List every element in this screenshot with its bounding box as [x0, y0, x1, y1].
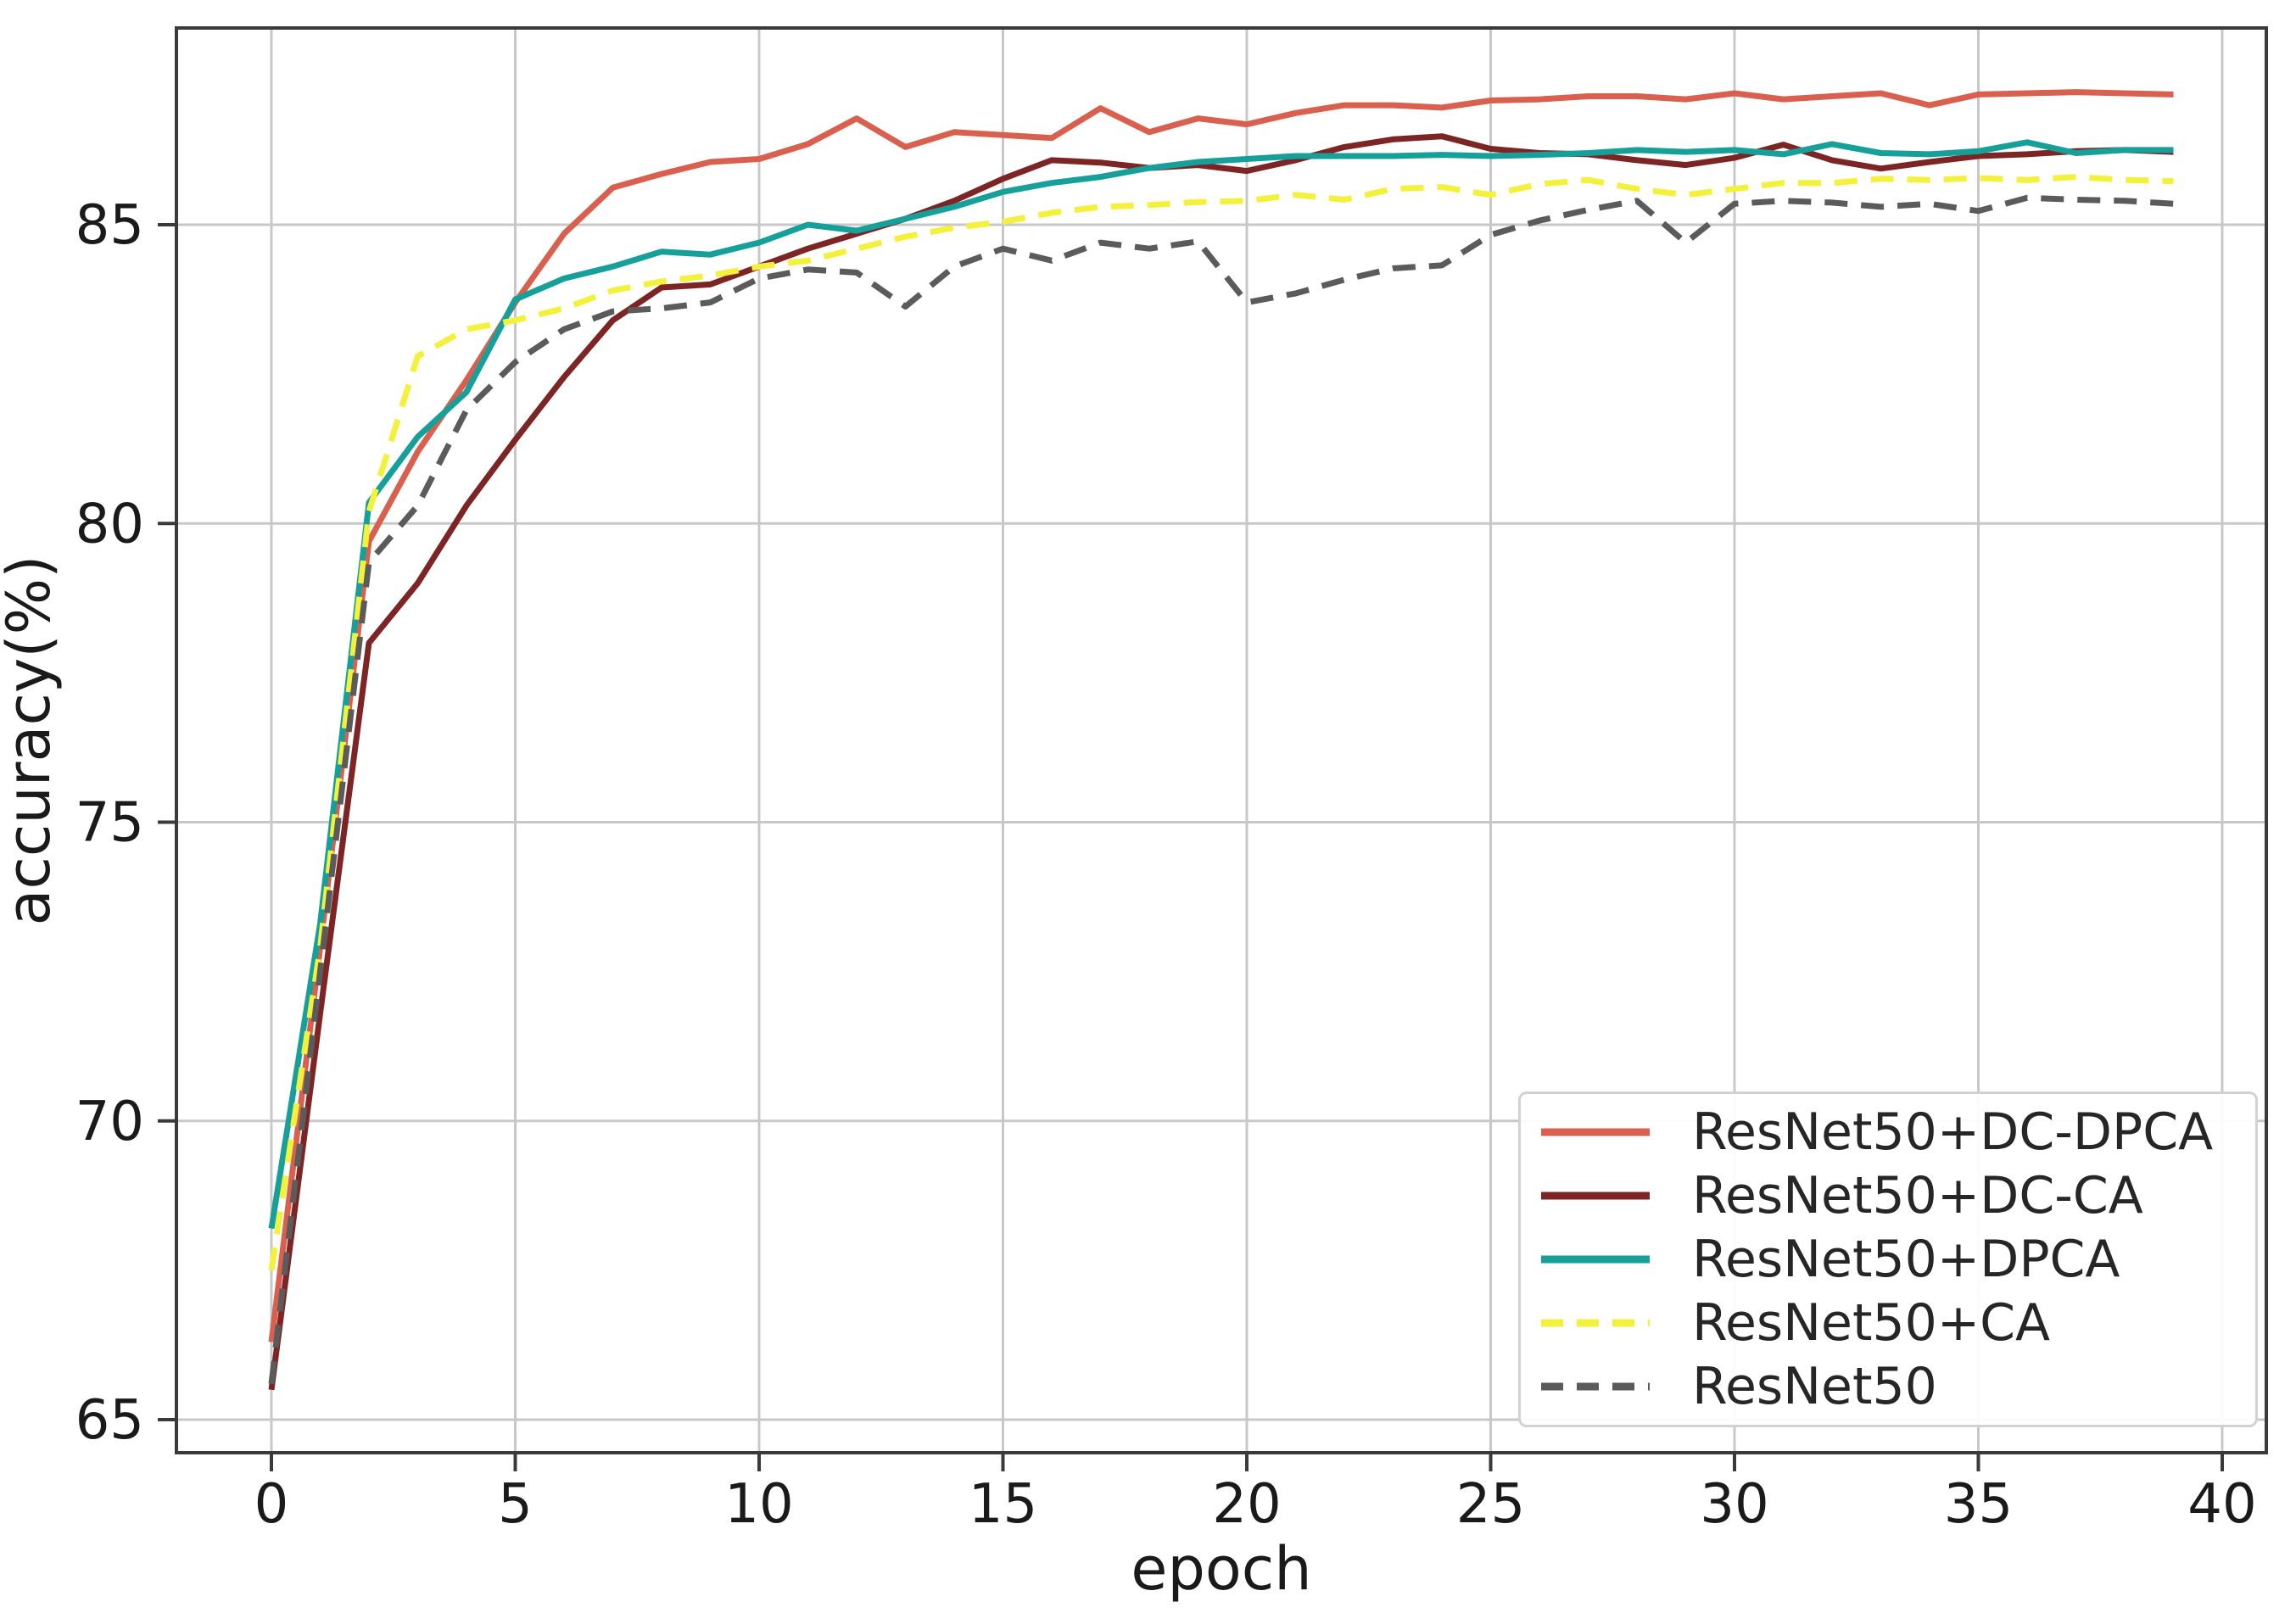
x-tick-label: 5 — [498, 1473, 533, 1536]
x-axis-label: epoch — [1131, 1534, 1311, 1604]
x-tick-label: 15 — [969, 1473, 1037, 1536]
legend: ResNet50+DC-DPCA ResNet50+DC-CA ResNet50+D… — [1518, 1091, 2258, 1427]
legend-item-label: ResNet50+DPCA — [1692, 1230, 2120, 1289]
y-tick-label: 85 — [75, 194, 144, 257]
x-tick-label: 35 — [1944, 1473, 2013, 1536]
legend-swatch-resnet50-dc-dpca-line — [1541, 1128, 1650, 1136]
legend-swatch-resnet50-ca-line — [1541, 1319, 1650, 1327]
legend-item-resnet50: ResNet50 — [1539, 1361, 2255, 1412]
legend-swatch-resnet50-line — [1541, 1382, 1650, 1391]
legend-item-resnet50-dc-ca: ResNet50+DC-CA — [1539, 1170, 2255, 1221]
series-line-resnet50-dpca — [268, 139, 2174, 1230]
plot-border — [175, 26, 2268, 1454]
series-line-resnet50-ca — [268, 174, 2174, 1271]
x-tick-label: 40 — [2187, 1473, 2256, 1536]
y-axis-label: accuracy(%) — [0, 555, 64, 926]
legend-item-label: ResNet50+DC-DPCA — [1692, 1102, 2214, 1162]
series-layer — [268, 89, 2174, 1391]
axis-frame — [175, 26, 2268, 1454]
y-tick-label: 65 — [75, 1389, 144, 1452]
series-line-resnet50-dc-ca — [268, 133, 2174, 1391]
y-tick-label: 80 — [75, 493, 144, 555]
legend-item-resnet50-dpca: ResNet50+DPCA — [1539, 1234, 2255, 1285]
x-tick-label: 30 — [1700, 1473, 1768, 1536]
y-tick-label: 70 — [75, 1091, 144, 1153]
legend-item-resnet50-ca: ResNet50+CA — [1539, 1298, 2255, 1348]
legend-item-label: ResNet50+CA — [1692, 1293, 2051, 1353]
legend-item-resnet50-dc-dpca: ResNet50+DC-DPCA — [1539, 1107, 2255, 1158]
legend-swatch-resnet50-dpca-line — [1541, 1255, 1650, 1264]
y-tick-label: 75 — [75, 792, 144, 855]
x-tick-label: 20 — [1212, 1473, 1281, 1536]
series-line-resnet50-dc-dpca — [268, 89, 2174, 1342]
x-tick-label: 0 — [254, 1473, 289, 1536]
x-tick-label: 10 — [724, 1473, 793, 1536]
legend-swatch-resnet50-dc-ca-line — [1541, 1192, 1650, 1200]
grid-layer — [176, 28, 2266, 1453]
legend-item-label: ResNet50+DC-CA — [1692, 1166, 2143, 1225]
tick-layer: 0 5 10 15 20 25 30 35 40 65 70 75 80 85 — [75, 194, 2257, 1536]
x-tick-label: 25 — [1456, 1473, 1525, 1536]
legend-item-label: ResNet50 — [1692, 1357, 1937, 1416]
